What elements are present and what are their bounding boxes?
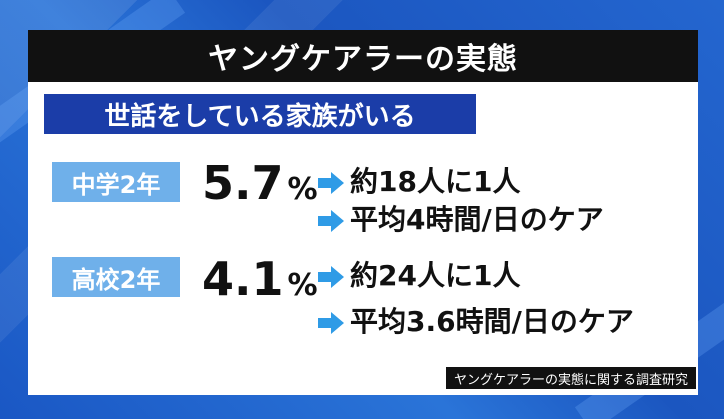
source-caption: ヤングケアラーの実態に関する調査研究 (445, 367, 696, 389)
page-title: ヤングケアラーの実態 (208, 42, 518, 77)
fact-ratio-junior-high: 約18人に1人 (350, 165, 521, 198)
fact-hours-high-school: 平均3.6時間/日のケア (350, 305, 634, 338)
subtitle-banner: 世話をしている家族がいる (44, 94, 476, 134)
grade-badge-high-school: 高校2年 (52, 257, 180, 297)
right-arrow-icon (318, 172, 344, 194)
grade-badge-junior-high: 中学2年 (52, 162, 180, 202)
fact-ratio-high-school: 約24人に1人 (350, 259, 521, 292)
percentage-unit: % (287, 172, 318, 207)
title-bar: ヤングケアラーの実態 (28, 30, 698, 82)
subtitle-text: 世話をしている家族がいる (104, 101, 416, 132)
percentage-value: 4.1 (202, 252, 284, 306)
percentage-junior-high: 5.7% (202, 160, 318, 213)
grade-label: 中学2年 (71, 170, 161, 199)
grade-label: 高校2年 (71, 265, 161, 294)
right-arrow-icon (318, 312, 344, 334)
fact-hours-junior-high: 平均4時間/日のケア (350, 203, 604, 236)
content-panel (28, 30, 698, 395)
percentage-high-school: 4.1% (202, 256, 318, 309)
percentage-value: 5.7 (202, 156, 284, 210)
right-arrow-icon (318, 266, 344, 288)
right-arrow-icon (318, 210, 344, 232)
percentage-unit: % (287, 268, 318, 303)
source-text: ヤングケアラーの実態に関する調査研究 (453, 372, 688, 388)
